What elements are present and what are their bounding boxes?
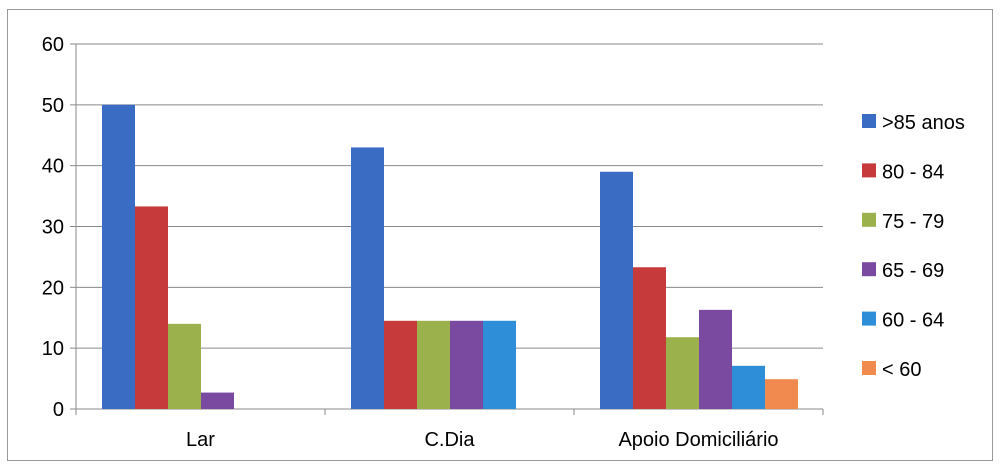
y-tick-label: 10: [42, 338, 64, 360]
bar-65-69-2: [699, 309, 732, 409]
legend-label: < 60: [882, 359, 921, 381]
bar--85-anos-0: [102, 104, 135, 409]
legend-swatch: [862, 262, 876, 277]
x-tick-label: C.Dia: [424, 429, 475, 451]
legend-swatch: [862, 361, 876, 375]
bar-65-69-0: [201, 392, 234, 409]
y-tick-label: 50: [42, 95, 64, 117]
y-tick-label: 30: [42, 217, 64, 239]
x-tick-label: Apoio Domiciliário: [618, 429, 778, 451]
bar-75-79-0: [168, 323, 201, 409]
legend-label: 75 - 79: [882, 211, 944, 233]
bar-80-84-1: [384, 320, 417, 409]
legend-swatch: [862, 212, 876, 227]
legend-label: 80 - 84: [882, 161, 944, 183]
bar-60-64-2: [732, 365, 765, 409]
y-tick-label: 0: [53, 399, 64, 421]
y-tick-label: 20: [42, 277, 64, 299]
legend-label: >85 anos: [882, 112, 965, 134]
y-tick-label: 60: [42, 34, 64, 56]
legend-label: 60 - 64: [882, 310, 944, 332]
bar--60-2: [765, 379, 798, 409]
bar-80-84-0: [135, 206, 168, 409]
bar-80-84-2: [633, 267, 666, 409]
legend-swatch: [862, 163, 876, 178]
y-tick-label: 40: [42, 156, 64, 178]
bar-60-64-1: [483, 320, 516, 409]
legend-label: 65 - 69: [882, 260, 944, 282]
bar-65-69-1: [450, 320, 483, 409]
bar-75-79-1: [417, 320, 450, 409]
bar--85-anos-2: [600, 171, 633, 409]
legend-swatch: [862, 114, 876, 128]
x-tick-label: Lar: [186, 429, 215, 451]
bar--85-anos-1: [351, 147, 384, 409]
legend-swatch: [862, 311, 876, 326]
bar-75-79-2: [666, 337, 699, 409]
